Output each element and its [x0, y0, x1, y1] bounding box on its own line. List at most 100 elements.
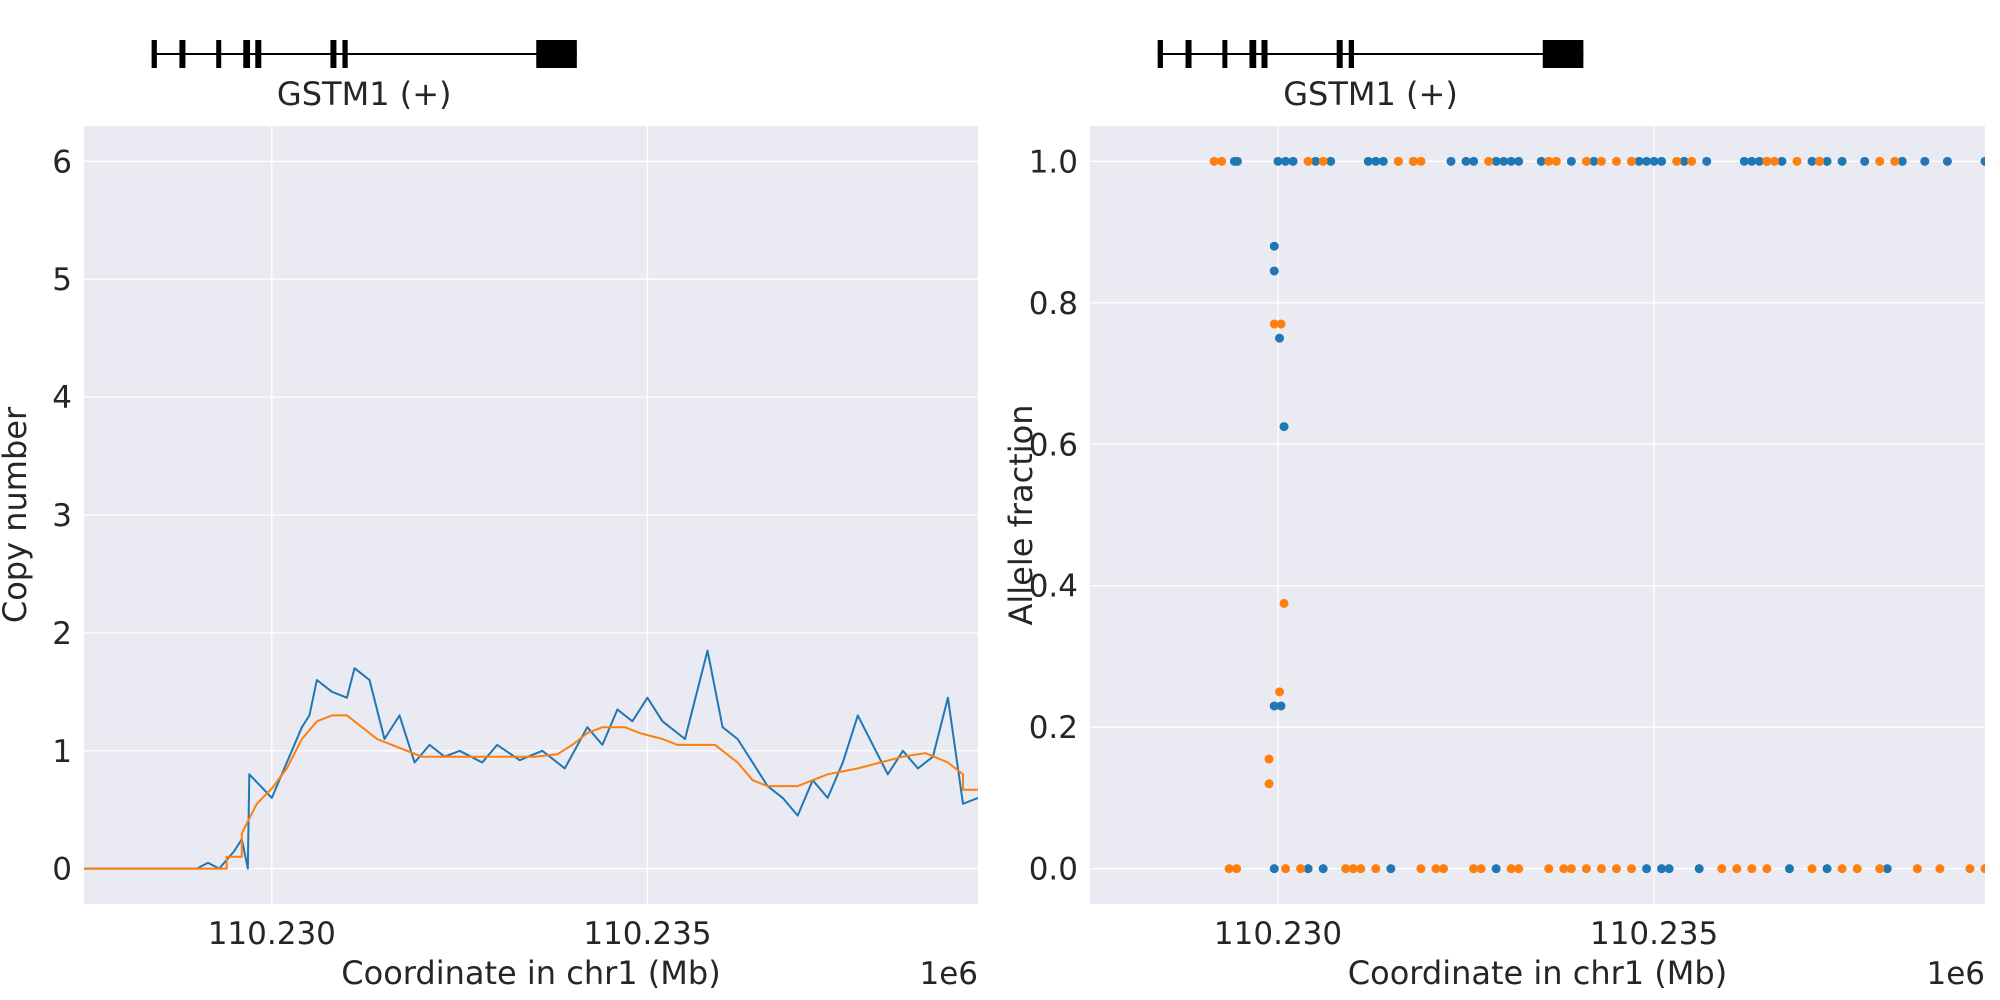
gene-exon — [1185, 40, 1192, 68]
data-point — [1747, 864, 1757, 874]
data-point — [1890, 156, 1900, 166]
data-point — [1326, 156, 1336, 166]
data-point — [1491, 156, 1501, 166]
data-point — [1664, 864, 1674, 874]
data-point — [1815, 156, 1825, 166]
y-tick-label: 0.2 — [1029, 710, 1078, 746]
data-point — [1224, 864, 1234, 874]
data-point — [1281, 864, 1291, 874]
data-point — [1438, 864, 1448, 874]
data-point — [1269, 266, 1279, 276]
gene-exon — [243, 40, 251, 68]
data-point — [1484, 156, 1494, 166]
data-point — [1980, 156, 1985, 166]
gene-exon — [179, 40, 186, 68]
data-point — [1536, 156, 1546, 166]
gene-exon — [255, 40, 262, 68]
data-point — [1596, 864, 1606, 874]
data-point — [1209, 156, 1219, 166]
y-axis-label: Allele fraction — [1002, 404, 1040, 625]
data-point — [1596, 156, 1606, 166]
data-point — [1611, 156, 1621, 166]
data-point — [1303, 156, 1313, 166]
gene-exon — [1261, 40, 1268, 68]
data-point — [1288, 156, 1298, 166]
x-tick-label: 110.235 — [1590, 916, 1718, 952]
y-tick-label: 3 — [52, 498, 72, 534]
data-point — [1544, 864, 1554, 874]
gene-label: GSTM1 (+) — [277, 75, 452, 113]
data-point — [1269, 241, 1279, 251]
data-point — [1627, 864, 1637, 874]
data-point — [1649, 156, 1659, 166]
gene-exon — [151, 40, 157, 68]
data-point — [1837, 864, 1847, 874]
data-point — [1393, 156, 1403, 166]
data-point — [1581, 156, 1591, 166]
data-point — [1269, 864, 1279, 874]
gene-exon — [1348, 40, 1354, 68]
y-tick-label: 5 — [52, 262, 72, 298]
data-point — [1657, 156, 1667, 166]
data-point — [1281, 156, 1291, 166]
data-point — [1852, 864, 1862, 874]
data-point — [1311, 156, 1321, 166]
x-axis-label: Coordinate in chr1 (Mb) — [1348, 954, 1727, 992]
data-point — [1506, 864, 1516, 874]
data-point — [1378, 156, 1388, 166]
x-axis-label: Coordinate in chr1 (Mb) — [341, 954, 720, 992]
data-point — [1822, 864, 1832, 874]
y-tick-label: 0.4 — [1029, 569, 1078, 605]
data-point — [1469, 156, 1479, 166]
data-point — [1446, 156, 1456, 166]
data-point — [1279, 422, 1289, 432]
gene-label: GSTM1 (+) — [1283, 75, 1458, 113]
data-point — [1882, 864, 1892, 874]
x-offset-label: 1e6 — [919, 956, 978, 992]
data-point — [1702, 156, 1712, 166]
x-offset-label: 1e6 — [1926, 956, 1985, 992]
data-point — [1476, 864, 1486, 874]
data-point — [1264, 754, 1274, 764]
data-point — [1559, 864, 1569, 874]
data-point — [1942, 156, 1952, 166]
data-point — [1611, 864, 1621, 874]
gene-exon — [1542, 40, 1584, 68]
data-point — [1777, 156, 1787, 166]
data-point — [1461, 156, 1471, 166]
data-point — [1276, 701, 1286, 711]
y-tick-label: 0 — [52, 852, 72, 888]
x-tick-label: 110.230 — [1214, 916, 1342, 952]
y-tick-label: 4 — [52, 380, 72, 416]
data-point — [1303, 864, 1313, 874]
data-point — [1897, 156, 1907, 166]
data-point — [1965, 864, 1975, 874]
data-point — [1269, 701, 1279, 711]
data-point — [1589, 156, 1599, 166]
gene-exon — [1336, 40, 1343, 68]
data-point — [1551, 156, 1561, 166]
x-tick-label: 110.230 — [208, 916, 336, 952]
data-point — [1634, 156, 1644, 166]
data-point — [1469, 864, 1479, 874]
data-point — [1269, 319, 1279, 329]
data-point — [1279, 598, 1289, 608]
data-point — [1807, 156, 1817, 166]
data-point — [1912, 864, 1922, 874]
data-point — [1920, 156, 1930, 166]
y-tick-label: 1.0 — [1029, 144, 1078, 180]
data-point — [1784, 864, 1794, 874]
data-point — [1363, 156, 1373, 166]
gene-exon — [1222, 40, 1228, 68]
data-point — [1386, 864, 1396, 874]
data-point — [1935, 864, 1945, 874]
series-line-1 — [84, 714, 978, 870]
allele-fraction-panel: 0.0 0.2 0.4 0.6 0.8 1.0 110.230 110.235Coordina… — [1002, 40, 1985, 992]
gene-exon — [1157, 40, 1163, 68]
data-point — [1694, 864, 1704, 874]
data-point — [1318, 156, 1328, 166]
data-point — [1356, 864, 1366, 874]
y-axis-label: Copy number — [0, 406, 34, 623]
data-point — [1762, 864, 1772, 874]
